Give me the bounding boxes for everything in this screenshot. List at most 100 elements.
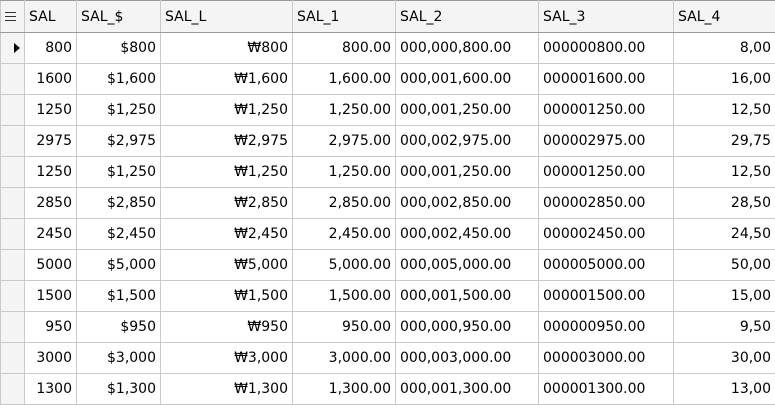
row-indicator[interactable] (0, 280, 25, 312)
cell-sal-4[interactable]: 12,50 (673, 94, 775, 126)
cell-sal[interactable]: 3000 (24, 342, 77, 374)
cell-sal[interactable]: 950 (24, 311, 77, 343)
cell-sal-l[interactable]: ₩5,000 (160, 249, 293, 281)
cell-sal-4[interactable]: 13,00 (673, 373, 775, 405)
cell-sal-4[interactable]: 8,00 (673, 32, 775, 64)
cell-sal-3[interactable]: 000001600.00 (538, 63, 674, 95)
cell-sal-1[interactable]: 2,850.00 (292, 187, 396, 219)
cell-sal-4[interactable]: 29,75 (673, 125, 775, 157)
cell-sal-3[interactable]: 000002850.00 (538, 187, 674, 219)
cell-sal-1[interactable]: 1,250.00 (292, 94, 396, 126)
table-row[interactable]: 2975 $2,975 ₩2,975 2,975.00 000,002,975.00 00… (0, 125, 775, 157)
cell-sal-2[interactable]: 000,002,850.00 (395, 187, 539, 219)
column-header-sal[interactable]: SAL (24, 0, 77, 33)
row-indicator[interactable] (0, 373, 25, 405)
cell-sal[interactable]: 1600 (24, 63, 77, 95)
column-header-sal-dollar[interactable]: SAL_$ (76, 0, 161, 33)
grid-menu-button[interactable] (0, 0, 25, 33)
cell-sal-2[interactable]: 000,002,975.00 (395, 125, 539, 157)
column-header-sal-4[interactable]: SAL_4 (673, 0, 775, 33)
cell-sal-3[interactable]: 000005000.00 (538, 249, 674, 281)
table-row[interactable]: 1500 $1,500 ₩1,500 1,500.00 000,001,500.00 00… (0, 280, 775, 312)
cell-sal-dollar[interactable]: $1,600 (76, 63, 161, 95)
cell-sal-2[interactable]: 000,000,800.00 (395, 32, 539, 64)
cell-sal[interactable]: 1250 (24, 94, 77, 126)
cell-sal-3[interactable]: 000003000.00 (538, 342, 674, 374)
column-header-sal-2[interactable]: SAL_2 (395, 0, 539, 33)
cell-sal-3[interactable]: 000002450.00 (538, 218, 674, 250)
cell-sal-2[interactable]: 000,001,600.00 (395, 63, 539, 95)
table-row[interactable]: 950 $950 ₩950 950.00 000,000,950.00 000000950… (0, 311, 775, 343)
cell-sal-dollar[interactable]: $3,000 (76, 342, 161, 374)
cell-sal-2[interactable]: 000,002,450.00 (395, 218, 539, 250)
cell-sal-1[interactable]: 800.00 (292, 32, 396, 64)
cell-sal-4[interactable]: 50,00 (673, 249, 775, 281)
cell-sal-l[interactable]: ₩1,600 (160, 63, 293, 95)
cell-sal[interactable]: 2450 (24, 218, 77, 250)
cell-sal-1[interactable]: 1,600.00 (292, 63, 396, 95)
cell-sal-3[interactable]: 000002975.00 (538, 125, 674, 157)
cell-sal-2[interactable]: 000,000,950.00 (395, 311, 539, 343)
cell-sal-l[interactable]: ₩1,500 (160, 280, 293, 312)
table-row[interactable]: 1300 $1,300 ₩1,300 1,300.00 000,001,300.00 00… (0, 373, 775, 405)
cell-sal-4[interactable]: 9,50 (673, 311, 775, 343)
cell-sal-3[interactable]: 000001250.00 (538, 156, 674, 188)
table-row[interactable]: 1600 $1,600 ₩1,600 1,600.00 000,001,600.00 00… (0, 63, 775, 95)
cell-sal-4[interactable]: 12,50 (673, 156, 775, 188)
table-row[interactable]: 2450 $2,450 ₩2,450 2,450.00 000,002,450.00 00… (0, 218, 775, 250)
cell-sal[interactable]: 5000 (24, 249, 77, 281)
cell-sal[interactable]: 1300 (24, 373, 77, 405)
cell-sal-dollar[interactable]: $1,300 (76, 373, 161, 405)
row-indicator[interactable] (0, 342, 25, 374)
cell-sal-dollar[interactable]: $2,450 (76, 218, 161, 250)
cell-sal-dollar[interactable]: $800 (76, 32, 161, 64)
cell-sal-2[interactable]: 000,001,250.00 (395, 156, 539, 188)
cell-sal-l[interactable]: ₩3,000 (160, 342, 293, 374)
cell-sal-l[interactable]: ₩800 (160, 32, 293, 64)
cell-sal[interactable]: 2975 (24, 125, 77, 157)
cell-sal-1[interactable]: 2,975.00 (292, 125, 396, 157)
table-row[interactable]: 3000 $3,000 ₩3,000 3,000.00 000,003,000.00 00… (0, 342, 775, 374)
row-indicator[interactable] (0, 249, 25, 281)
cell-sal-2[interactable]: 000,003,000.00 (395, 342, 539, 374)
cell-sal[interactable]: 1500 (24, 280, 77, 312)
row-indicator[interactable] (0, 32, 25, 64)
cell-sal[interactable]: 2850 (24, 187, 77, 219)
cell-sal-1[interactable]: 1,300.00 (292, 373, 396, 405)
cell-sal-dollar[interactable]: $1,250 (76, 94, 161, 126)
cell-sal-l[interactable]: ₩2,850 (160, 187, 293, 219)
cell-sal-3[interactable]: 000001300.00 (538, 373, 674, 405)
cell-sal-l[interactable]: ₩1,250 (160, 94, 293, 126)
table-row[interactable]: 1250 $1,250 ₩1,250 1,250.00 000,001,250.00 00… (0, 156, 775, 188)
table-row[interactable]: 2850 $2,850 ₩2,850 2,850.00 000,002,850.00 00… (0, 187, 775, 219)
cell-sal-dollar[interactable]: $2,850 (76, 187, 161, 219)
cell-sal-4[interactable]: 24,50 (673, 218, 775, 250)
cell-sal-l[interactable]: ₩950 (160, 311, 293, 343)
cell-sal[interactable]: 1250 (24, 156, 77, 188)
cell-sal[interactable]: 800 (24, 32, 77, 64)
cell-sal-2[interactable]: 000,005,000.00 (395, 249, 539, 281)
row-indicator[interactable] (0, 218, 25, 250)
cell-sal-1[interactable]: 3,000.00 (292, 342, 396, 374)
column-header-sal-l[interactable]: SAL_L (160, 0, 293, 33)
column-header-sal-3[interactable]: SAL_3 (538, 0, 674, 33)
table-row[interactable]: 5000 $5,000 ₩5,000 5,000.00 000,005,000.00 00… (0, 249, 775, 281)
cell-sal-4[interactable]: 15,00 (673, 280, 775, 312)
row-indicator[interactable] (0, 156, 25, 188)
row-indicator[interactable] (0, 94, 25, 126)
cell-sal-1[interactable]: 5,000.00 (292, 249, 396, 281)
table-row[interactable]: 800 $800 ₩800 800.00 000,000,800.00 000000800… (0, 32, 775, 64)
cell-sal-2[interactable]: 000,001,500.00 (395, 280, 539, 312)
cell-sal-1[interactable]: 950.00 (292, 311, 396, 343)
cell-sal-l[interactable]: ₩2,450 (160, 218, 293, 250)
column-header-sal-1[interactable]: SAL_1 (292, 0, 396, 33)
cell-sal-1[interactable]: 2,450.00 (292, 218, 396, 250)
row-indicator[interactable] (0, 125, 25, 157)
cell-sal-2[interactable]: 000,001,300.00 (395, 373, 539, 405)
cell-sal-dollar[interactable]: $2,975 (76, 125, 161, 157)
cell-sal-l[interactable]: ₩1,250 (160, 156, 293, 188)
cell-sal-1[interactable]: 1,500.00 (292, 280, 396, 312)
cell-sal-3[interactable]: 000001500.00 (538, 280, 674, 312)
table-row[interactable]: 1250 $1,250 ₩1,250 1,250.00 000,001,250.00 00… (0, 94, 775, 126)
